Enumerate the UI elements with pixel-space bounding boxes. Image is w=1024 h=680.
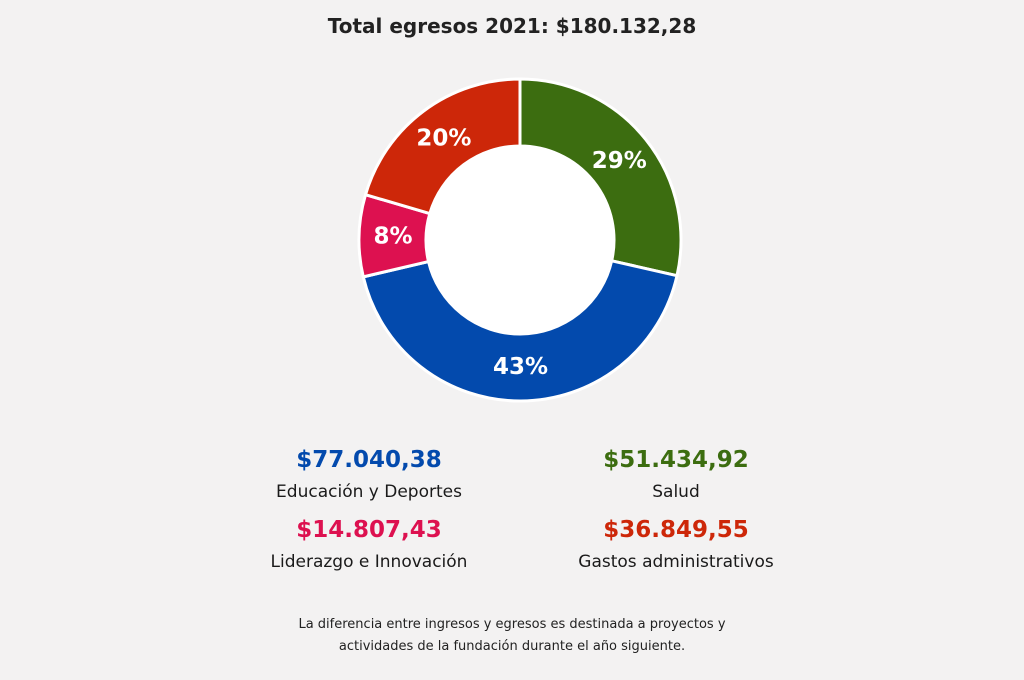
donut-slices <box>357 77 683 403</box>
legend-value: $77.040,38 <box>296 447 442 473</box>
footnote: La diferencia entre ingresos y egresos e… <box>298 617 726 654</box>
donut-slice-labels: 29% 43% 8% 20% <box>374 125 647 380</box>
legend-item-gastos: $36.849,55 Gastos administrativos <box>526 516 826 574</box>
slice-percent-label: 29% <box>592 148 647 174</box>
legend-label: Salud <box>652 482 700 502</box>
legend-label: Liderazgo e Innovación <box>270 552 468 572</box>
legend-value: $51.434,92 <box>603 447 749 473</box>
legend-item-liderazgo: $14.807,43 Liderazgo e Innovación <box>219 516 519 574</box>
donut-hole <box>427 147 613 333</box>
legend-value: $14.807,43 <box>296 517 442 543</box>
legend-item-educacion: $77.040,38 Educación y Deportes <box>219 446 519 504</box>
chart-title: Total egresos 2021: $180.132,28 <box>327 14 697 38</box>
slice-percent-label: 20% <box>416 125 471 151</box>
legend-label: Educación y Deportes <box>276 482 462 502</box>
legend-value: $36.849,55 <box>603 517 749 543</box>
donut-slice-salud <box>518 77 683 278</box>
slice-percent-label: 8% <box>374 224 413 250</box>
legend-label: Gastos administrativos <box>578 552 774 572</box>
donut-chart: 29% 43% 8% 20% <box>357 77 683 403</box>
slice-percent-label: 43% <box>493 354 548 380</box>
donut-slice-educaci-n-y-deportes <box>361 259 679 403</box>
donut-slice-gastos-administrativos <box>364 77 522 216</box>
legend-item-salud: $51.434,92 Salud <box>526 446 826 504</box>
